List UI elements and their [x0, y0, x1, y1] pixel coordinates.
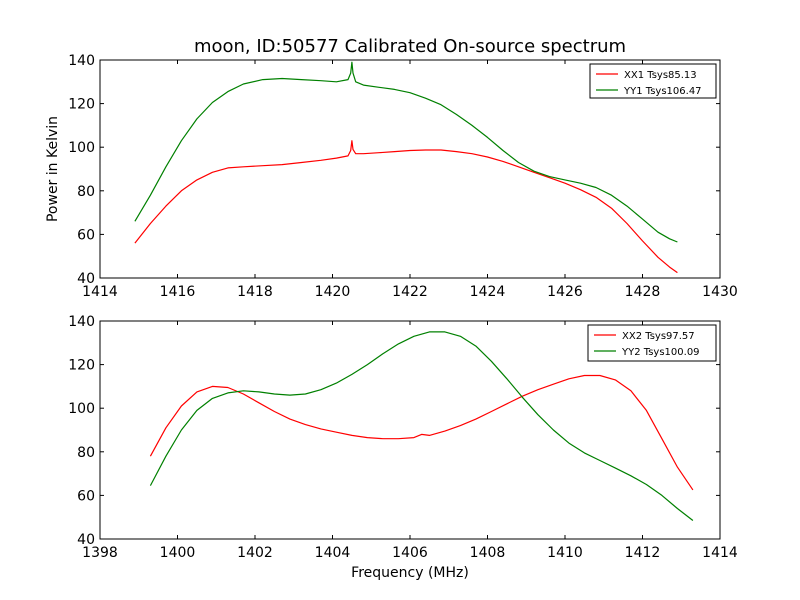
x-tick-label: 1402	[237, 545, 273, 561]
x-tick-label: 1400	[160, 545, 196, 561]
y-tick-label: 60	[77, 227, 95, 243]
x-tick-label: 1406	[392, 545, 428, 561]
legend-label: XX2 Tsys97.57	[622, 331, 695, 342]
x-tick-label: 1414	[702, 545, 738, 561]
y-tick-label: 100	[68, 401, 95, 417]
y-axis-label: Power in Kelvin	[45, 116, 61, 222]
top-chart: moon, ID:50577 Calibrated On-source spec…	[45, 36, 738, 300]
legend-label: YY2 Tsys100.09	[621, 347, 700, 358]
y-tick-label: 80	[77, 445, 95, 461]
legend-box	[589, 63, 717, 99]
legend-label: XX1 Tsys85.13	[624, 70, 697, 81]
legend-label: YY1 Tsys106.47	[623, 86, 702, 97]
x-tick-label: 1428	[625, 284, 661, 300]
series-line-xx1	[134, 140, 678, 274]
plot-area: 1414 1416 1418 1420 1422 1424 1426 1428 1430 40 60…	[68, 53, 738, 300]
series-line-yy1	[134, 61, 678, 243]
series-line-yy2	[149, 331, 694, 521]
y-tick-label: 40	[77, 532, 95, 548]
legend: XX1 Tsys85.13 YY1 Tsys106.47	[589, 63, 717, 99]
plot-area: 1398 1400 1402 1404 1406 1408 1410 1412 1414 40 60…	[68, 314, 738, 561]
y-tick-label: 120	[68, 358, 95, 374]
x-tick-label: 1426	[547, 284, 583, 300]
y-tick-label: 140	[68, 53, 95, 69]
bottom-chart: Frequency (MHz) 1398 1400 1402 1404 1406 1408…	[68, 314, 738, 581]
x-axis-label: Frequency (MHz)	[351, 565, 469, 581]
x-tick-label: 1408	[470, 545, 506, 561]
chart-title: moon, ID:50577 Calibrated On-source spec…	[194, 36, 626, 57]
y-tick-label: 60	[77, 488, 95, 504]
x-tick-label: 1398	[82, 545, 118, 561]
x-tick-label: 1404	[315, 545, 351, 561]
y-tick-label: 40	[77, 271, 95, 287]
x-tick-label: 1412	[625, 545, 661, 561]
y-tick-label: 100	[68, 140, 95, 156]
legend-box	[587, 324, 717, 362]
x-tick-label: 1410	[547, 545, 583, 561]
x-tick-label: 1424	[470, 284, 506, 300]
series-line-xx2	[149, 374, 694, 491]
y-tick-label: 140	[68, 314, 95, 330]
x-tick-label: 1420	[315, 284, 351, 300]
x-tick-label: 1418	[237, 284, 273, 300]
x-tick-label: 1422	[392, 284, 428, 300]
x-tick-label: 1430	[702, 284, 738, 300]
legend: XX2 Tsys97.57 YY2 Tsys100.09	[587, 324, 717, 362]
y-tick-label: 80	[77, 184, 95, 200]
y-tick-label: 120	[68, 97, 95, 113]
x-tick-label: 1414	[82, 284, 118, 300]
x-tick-label: 1416	[160, 284, 196, 300]
